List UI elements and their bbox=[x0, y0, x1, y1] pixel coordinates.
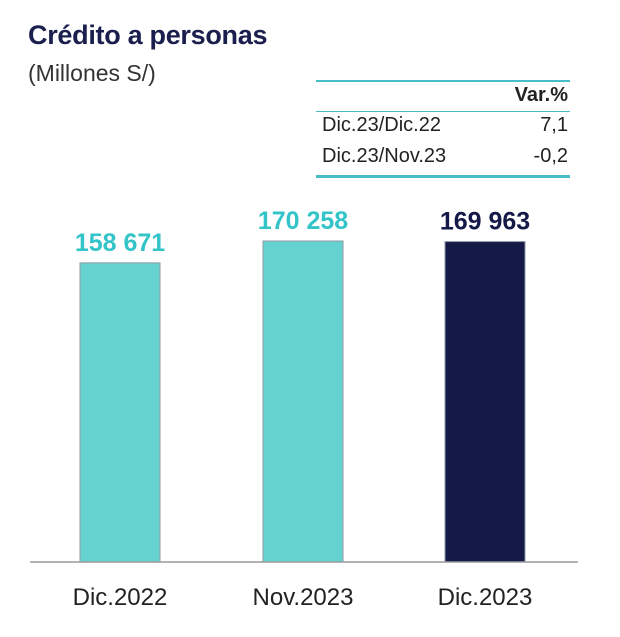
variation-row-value: 7,1 bbox=[540, 114, 568, 136]
variation-row: Dic.23/Nov.23 -0,2 bbox=[316, 141, 570, 172]
chart-title: Crédito a personas bbox=[28, 20, 268, 50]
bar-value-label: 169 963 bbox=[440, 208, 530, 236]
chart-subtitle: (Millones S/) bbox=[28, 60, 156, 86]
bar bbox=[444, 241, 526, 563]
variation-table-header: Var.% bbox=[316, 80, 570, 110]
x-tick-label: Dic.2022 bbox=[73, 584, 168, 611]
variation-row-label: Dic.23/Nov.23 bbox=[322, 145, 447, 167]
variation-header-label: Var.% bbox=[514, 83, 568, 106]
table-bottom-rule bbox=[316, 175, 570, 178]
bar-value-label: 170 258 bbox=[258, 207, 348, 235]
variation-row-value: -0,2 bbox=[533, 145, 568, 167]
variation-row-label: Dic.23/Dic.22 bbox=[322, 114, 441, 136]
bar-value-label: 158 671 bbox=[75, 229, 165, 257]
table-top-rule bbox=[316, 80, 570, 82]
bar bbox=[262, 240, 344, 563]
variation-table: Var.% Dic.23/Dic.22 7,1 Dic.23/Nov.23 -0… bbox=[316, 80, 570, 172]
variation-row: Dic.23/Dic.22 7,1 bbox=[316, 110, 570, 141]
x-tick-label: Nov.2023 bbox=[253, 584, 354, 611]
bar bbox=[79, 262, 161, 563]
x-tick-label: Dic.2023 bbox=[438, 584, 533, 611]
table-header-rule bbox=[316, 111, 570, 112]
